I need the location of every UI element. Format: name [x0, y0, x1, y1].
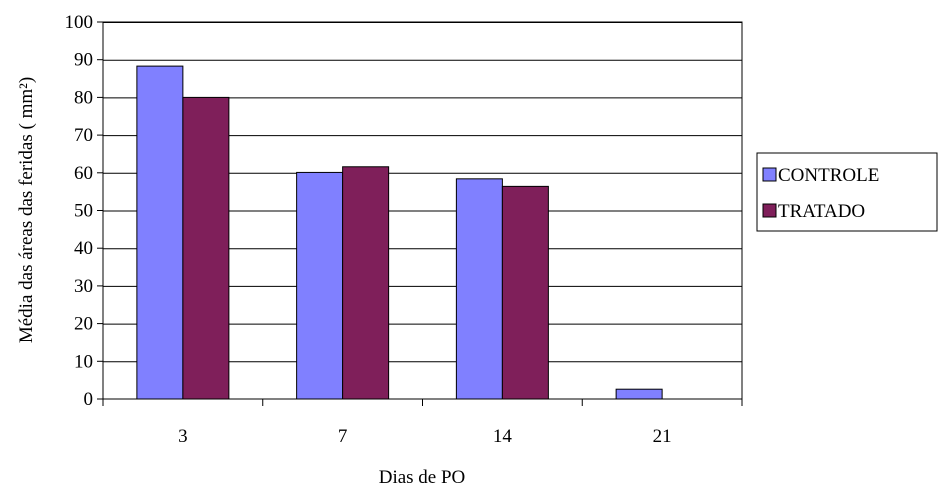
y-tick-label: 70	[74, 125, 93, 146]
bar-controle-21	[615, 388, 663, 400]
bar-tratado-7	[342, 166, 390, 400]
bar-controle-14	[455, 178, 503, 400]
y-tick-label: 90	[74, 50, 93, 71]
y-tick-label: 60	[74, 163, 93, 184]
y-tick-label: 100	[65, 12, 94, 33]
y-axis-ticks: 0 10 20 30 40 50 60 70 80 90 100	[65, 12, 103, 410]
bar-tratado-3	[182, 96, 230, 400]
y-axis-label: Média das áreas das feridas ( mm²)	[16, 77, 37, 343]
legend-label-controle: CONTROLE	[778, 165, 879, 186]
y-tick-label: 20	[74, 314, 93, 335]
bars	[136, 65, 663, 400]
x-tick-label: 7	[338, 426, 348, 447]
y-tick-label: 30	[74, 276, 93, 297]
y-tick-label: 10	[74, 351, 93, 372]
x-axis-ticks: 3 7 14 21	[102, 399, 743, 447]
legend: CONTROLE TRATADO	[756, 152, 938, 232]
x-tick-label: 3	[178, 426, 188, 447]
y-tick-label: 40	[74, 238, 93, 259]
bar-controle-7	[296, 171, 344, 400]
bar-tratado-14	[501, 185, 549, 400]
legend-label-tratado: TRATADO	[778, 201, 865, 222]
legend-swatch-tratado	[762, 203, 777, 218]
legend-box	[756, 152, 938, 232]
x-tick-label: 21	[653, 426, 672, 447]
bar-controle-3	[136, 65, 184, 400]
legend-swatch-controle	[762, 167, 777, 182]
y-tick-label: 80	[74, 87, 93, 108]
y-tick-label: 50	[74, 201, 93, 222]
y-tick-label: 0	[84, 389, 94, 410]
x-tick-label: 14	[493, 426, 513, 447]
x-axis-label: Dias de PO	[379, 467, 466, 488]
